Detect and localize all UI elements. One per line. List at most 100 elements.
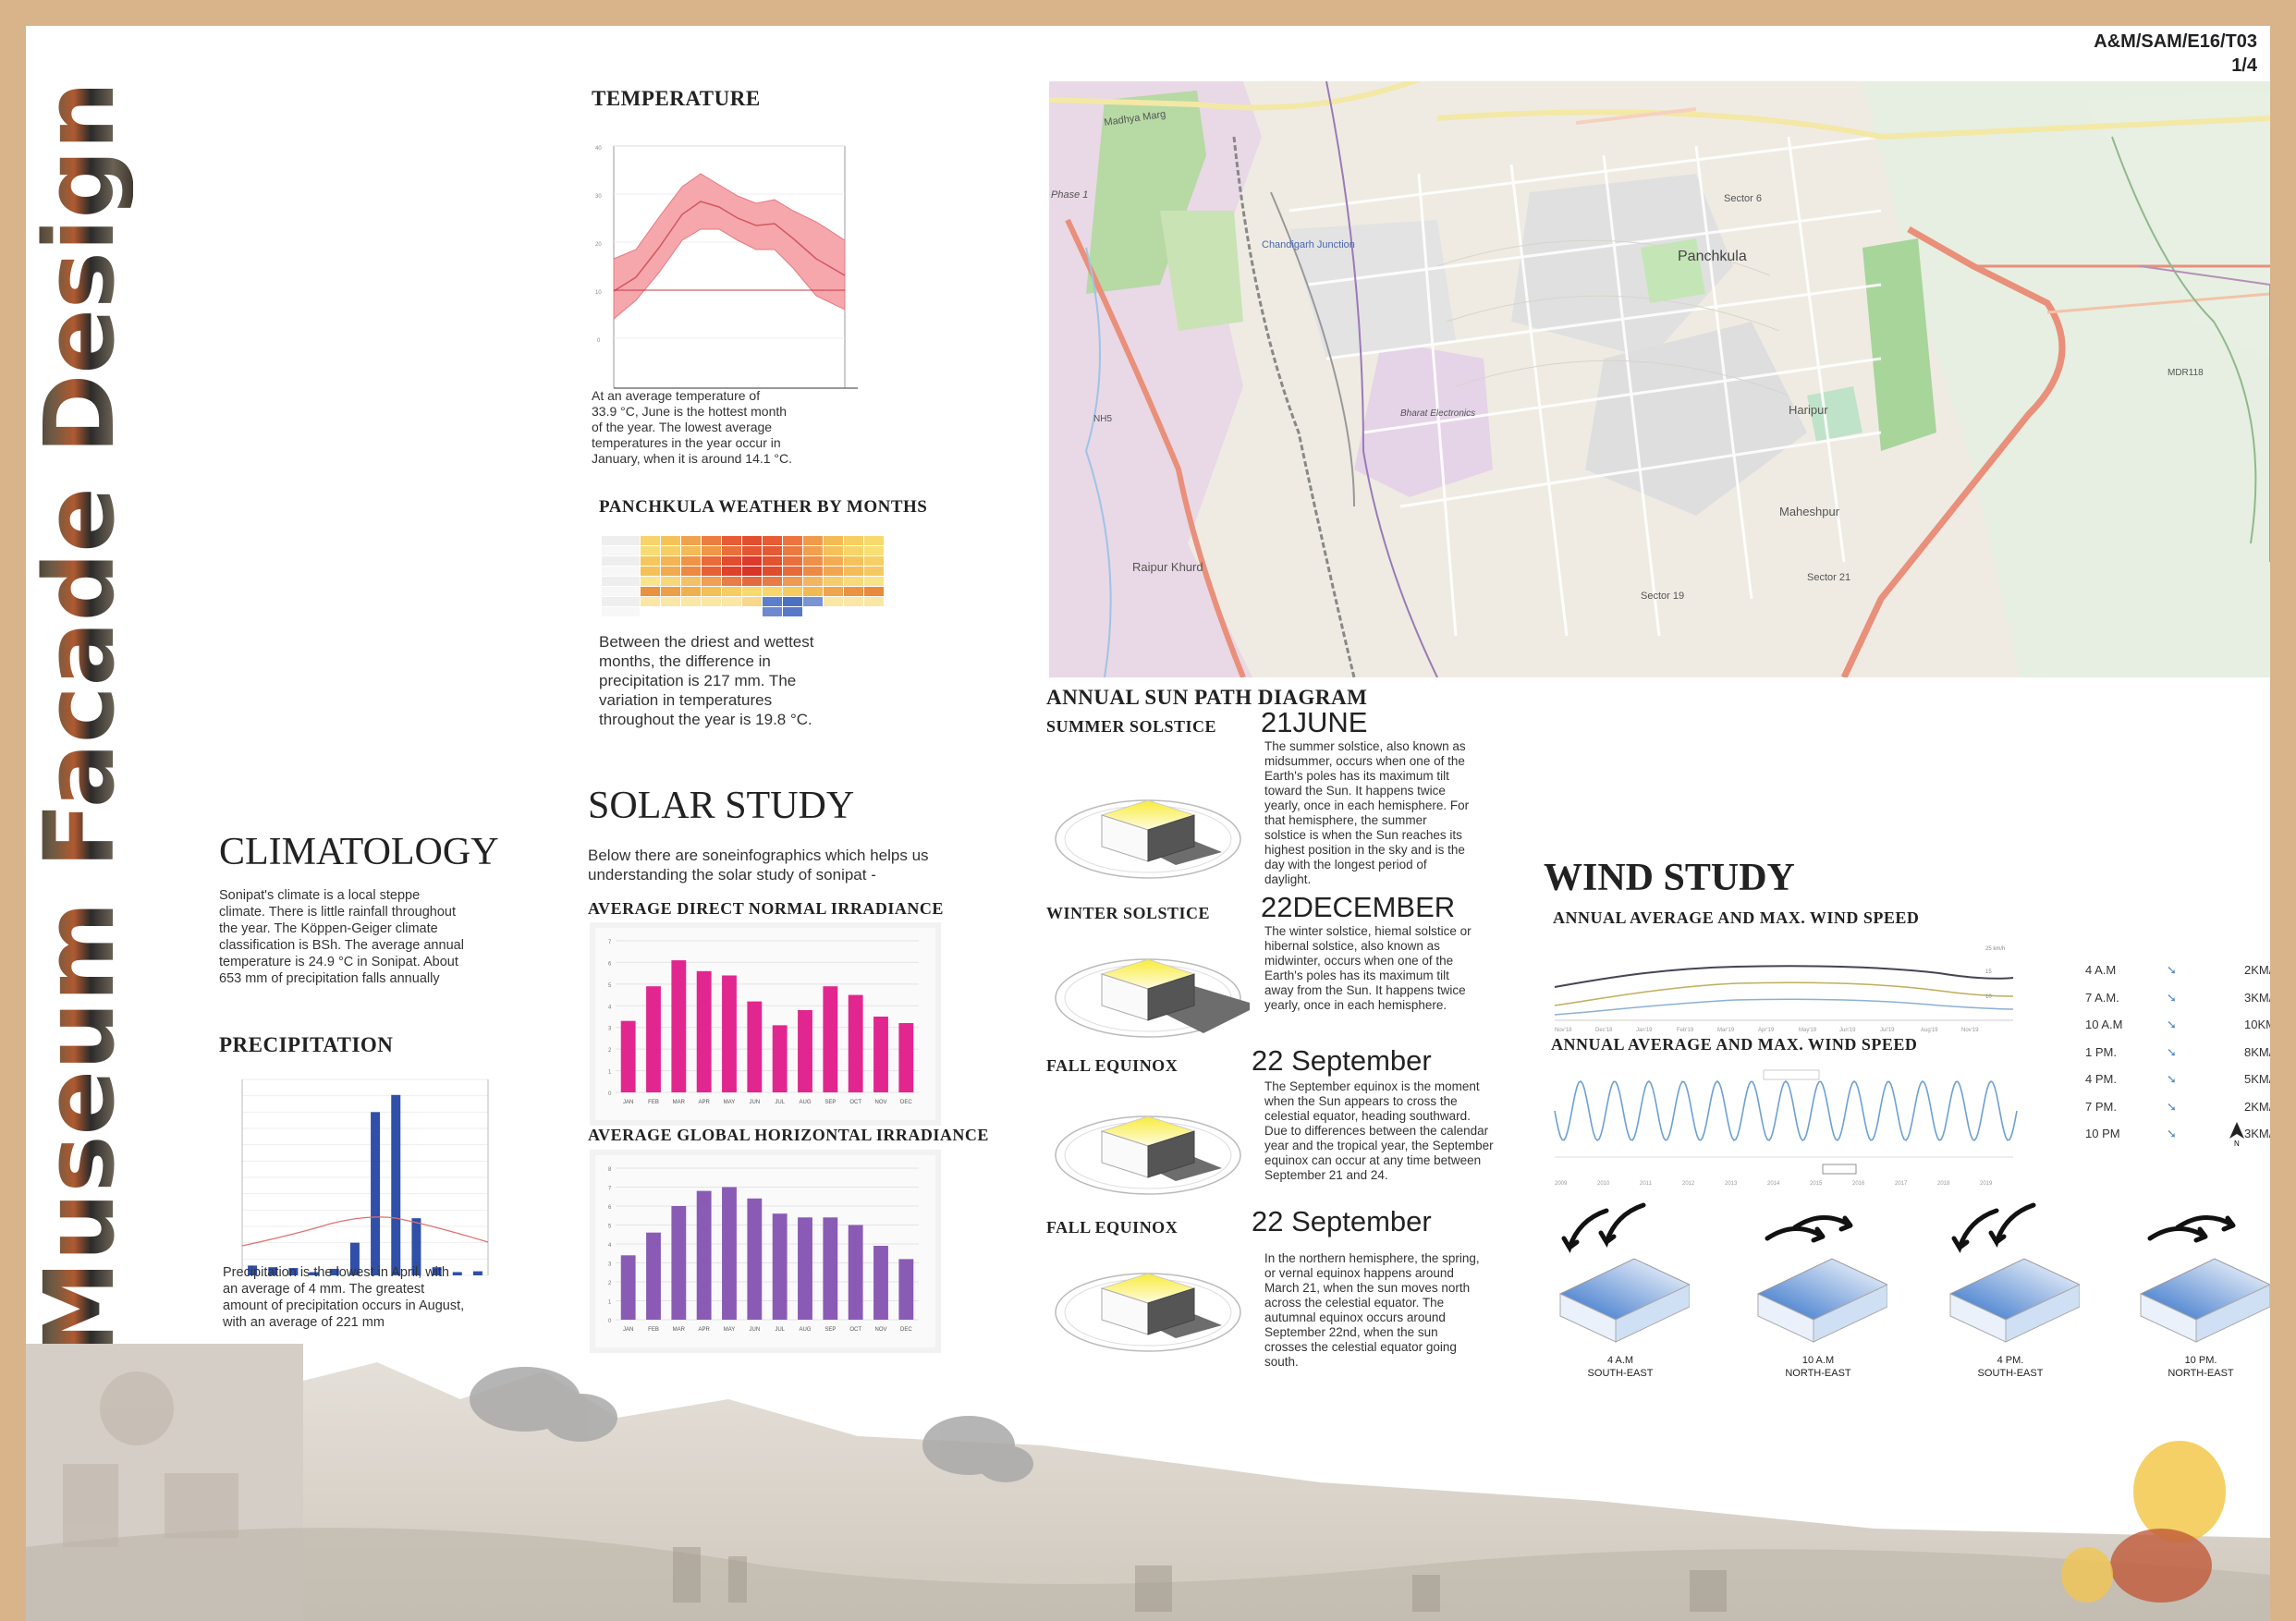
wind-table-time: 7 A.M. — [2085, 990, 2119, 1005]
wind-arrow-icon: ➘ — [2167, 1099, 2177, 1114]
fall-equinox-date: 22 September — [1252, 1044, 1432, 1077]
dni-bar — [722, 975, 737, 1092]
ghi-chart: 0 1 2 3 4 5 6 7 8 JAN FEB MAR APR MAY JUN JUL AUG SEP OCT N… — [590, 1150, 941, 1353]
wind-arrow-icon: ➘ — [2167, 990, 2177, 1005]
summer-solstice-label: SUMMER SOLSTICE — [1046, 717, 1217, 736]
svg-text:Aug'19: Aug'19 — [1921, 1028, 1938, 1033]
dni-xtick: NOV — [874, 1100, 886, 1105]
solar-intro: Below there are soneinfographics which h… — [588, 847, 929, 884]
svg-text:2010: 2010 — [1597, 1181, 1610, 1187]
precipitation-bar — [472, 1271, 482, 1275]
ghi-bar — [823, 1217, 838, 1320]
ghi-xtick: JAN — [623, 1327, 633, 1333]
wind-table-time: 1 PM. — [2085, 1044, 2117, 1059]
precipitation-bar — [288, 1268, 299, 1275]
wind-table-speed: 3KM/H — [2244, 1127, 2270, 1140]
ghi-ytick: 8 — [608, 1167, 612, 1173]
ghi-title: AVERAGE GLOBAL HORIZONTAL IRRADIANCE — [588, 1126, 989, 1144]
ghi-xtick: MAR — [673, 1327, 686, 1333]
winter-solstice-diagram — [1046, 932, 1259, 1047]
temperature-text: At an average temperature of 33.9 °C, Jun… — [592, 388, 793, 466]
sunpath-title: ANNUAL SUN PATH DIAGRAM — [1046, 686, 1368, 709]
ghi-bar — [798, 1217, 812, 1320]
wind-arrow-icon: ➘ — [2167, 1127, 2177, 1140]
map-label-sector21: Sector 21 — [1807, 572, 1850, 583]
fall-equinox-diagram — [1046, 1089, 1250, 1204]
dni-title: AVERAGE DIRECT NORMAL IRRADIANCE — [588, 899, 944, 918]
precipitation-bar — [248, 1265, 258, 1275]
ghi-bar — [696, 1190, 712, 1320]
map-label-mdr118: MDR118 — [2168, 368, 2204, 378]
ghi-xtick: APR — [698, 1327, 710, 1333]
ghi-bar — [620, 1255, 636, 1320]
svg-text:2016: 2016 — [1852, 1181, 1865, 1187]
dni-xtick: JUN — [749, 1100, 760, 1105]
fall-equinox-text: The September equinox is the moment when … — [1264, 1079, 1494, 1182]
site-map: Madhya Marg Chandigarh Junction Panchkul… — [1049, 81, 2270, 677]
dni-xtick: OCT — [849, 1100, 861, 1105]
ghi-xtick: JUN — [749, 1327, 760, 1333]
svg-text:2017: 2017 — [1895, 1181, 1908, 1187]
wind-block: 4 PM. SOUTH-EAST — [1941, 1192, 2082, 1380]
precipitation-bar — [329, 1268, 339, 1275]
dni-bar — [620, 1020, 636, 1092]
wind-block-label: 10 PM. NORTH-EAST — [2168, 1355, 2234, 1379]
dni-ytick: 2 — [608, 1048, 612, 1054]
fall-equinox-label: FALL EQUINOX — [1046, 1056, 1179, 1075]
poster-sheet: A&M/SAM/E16/T03 1/4 Museum Facade Design… — [26, 26, 2270, 1621]
dni-ytick: 6 — [608, 961, 612, 967]
wind-table-row: 7 PM. ➘ 2KM/H — [2085, 1100, 2270, 1120]
wind-table-row: 10 A.M ➘ 10KM/H — [2085, 1018, 2270, 1038]
wind-table-speed: 2KM/H — [2244, 1099, 2270, 1114]
dni-xtick: AUG — [799, 1100, 811, 1105]
wind-arrow-icon: ➘ — [2167, 1044, 2177, 1059]
wind-table-speed: 3KM/H — [2244, 990, 2270, 1005]
svg-text:40: 40 — [595, 146, 602, 152]
ghi-xtick: FEB — [648, 1327, 659, 1333]
map-label-nh5: NH5 — [1093, 414, 1112, 424]
wind-table-speed: 5KM/H — [2244, 1072, 2270, 1086]
dni-bar — [873, 1017, 888, 1092]
map-label-sector6: Sector 6 — [1724, 193, 1762, 204]
dni-bar — [823, 986, 838, 1092]
ghi-ytick: 7 — [608, 1187, 612, 1192]
wind-table-row: 4 PM. ➘ 5KM/H — [2085, 1072, 2270, 1092]
weather-table — [601, 527, 885, 617]
ghi-bar — [671, 1206, 687, 1320]
temperature-chart: 40 30 20 10 0 — [580, 111, 885, 411]
ghi-bar — [848, 1225, 863, 1320]
precipitation-bar — [391, 1094, 401, 1275]
wind-arrow-icon: ➘ — [2167, 963, 2177, 977]
wind-table-time: 4 PM. — [2085, 1072, 2117, 1086]
dni-xtick: MAR — [673, 1100, 686, 1105]
svg-text:2009: 2009 — [1555, 1181, 1568, 1187]
winter-solstice-text: The winter solstice, hiemal solstice or h… — [1264, 924, 1472, 1012]
summer-solstice-diagram — [1046, 773, 1250, 888]
wind-table-row: 10 PM ➘ 3KM/H — [2085, 1127, 2270, 1147]
svg-text:0: 0 — [597, 338, 601, 344]
climatology-text: Sonipat's climate is a local steppe clima… — [219, 888, 464, 986]
svg-text:2019: 2019 — [1980, 1181, 1993, 1187]
dni-xtick: FEB — [648, 1100, 659, 1105]
precipitation-bar — [452, 1272, 462, 1275]
map-label-sector19: Sector 19 — [1641, 591, 1684, 602]
wind-block-label: 10 A.M NORTH-EAST — [1785, 1355, 1851, 1379]
svg-text:2013: 2013 — [1725, 1181, 1738, 1187]
ghi-ytick: 3 — [608, 1262, 612, 1268]
svg-text:Dec'18: Dec'18 — [1595, 1028, 1613, 1033]
map-label-phase1: Phase 1 — [1051, 189, 1088, 201]
ghi-xtick: OCT — [849, 1327, 861, 1333]
ghi-bar — [747, 1198, 763, 1320]
ghi-xtick: DEC — [900, 1327, 912, 1333]
dni-bar — [646, 986, 661, 1092]
svg-text:Feb'19: Feb'19 — [1677, 1028, 1694, 1033]
vertical-title: Museum Facade Design — [26, 63, 136, 1357]
summer-solstice-text: The summer solstice, also known as midsum… — [1264, 739, 1470, 886]
precipitation-bar — [371, 1112, 381, 1275]
precipitation-bar — [349, 1242, 360, 1275]
svg-text:2015: 2015 — [1810, 1181, 1823, 1187]
precipitation-chart — [211, 1061, 507, 1287]
weather-text: Between the driest and wettest months, th… — [599, 633, 814, 728]
dni-bar — [848, 994, 863, 1092]
dni-bar — [898, 1023, 914, 1092]
